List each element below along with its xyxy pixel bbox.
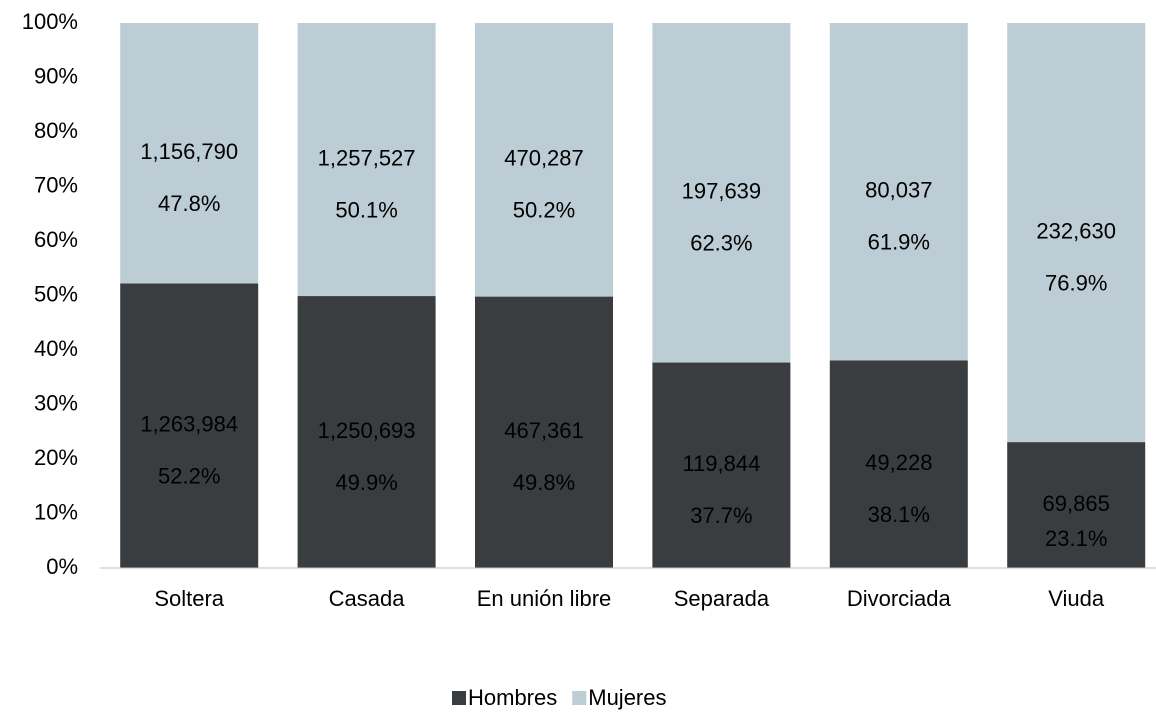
x-tick-label: Viuda (1048, 586, 1105, 611)
data-label: 76.9% (1045, 270, 1107, 295)
count-label: 232,630 (1036, 218, 1116, 243)
count-label: 1,257,527 (318, 145, 416, 170)
data-label: 23.1% (1045, 526, 1107, 551)
count-label: 80,037 (865, 177, 932, 202)
count-label: 1,263,984 (140, 412, 238, 437)
y-tick-label: 100% (22, 9, 78, 34)
bar-segment (297, 296, 436, 568)
data-label: 61.9% (868, 229, 930, 254)
data-label: 52.2% (158, 464, 220, 489)
x-tick-label: En unión libre (477, 586, 612, 611)
count-label: 119,844 (682, 451, 760, 476)
y-tick-label: 50% (34, 281, 78, 306)
y-tick-label: 70% (34, 172, 78, 197)
bar-segment (1007, 23, 1146, 443)
data-label: 49.8% (513, 470, 575, 495)
y-tick-label: 10% (34, 499, 78, 524)
x-tick-label: Divorciada (847, 586, 952, 611)
count-label: 69,865 (1043, 491, 1110, 516)
y-tick-label: 20% (34, 445, 78, 470)
bar-segment (475, 296, 613, 568)
count-label: 1,250,693 (318, 418, 416, 443)
y-tick-label: 90% (34, 63, 78, 88)
data-label: 49.9% (335, 470, 397, 495)
data-label: 37.7% (690, 503, 752, 528)
bar-segment (652, 362, 791, 568)
data-label: 62.3% (690, 231, 752, 256)
legend-label: Hombres (468, 685, 557, 710)
count-label: 470,287 (504, 146, 584, 171)
bar-segment (297, 23, 436, 297)
count-label: 49,228 (865, 450, 932, 475)
bar-segment (652, 23, 791, 363)
data-label: 47.8% (158, 191, 220, 216)
bar-segment (120, 283, 259, 568)
bar-segment (120, 23, 259, 284)
legend-swatch (572, 691, 587, 705)
x-tick-label: Separada (674, 586, 770, 611)
legend-label: Mujeres (588, 685, 666, 710)
data-label: 50.2% (513, 198, 575, 223)
data-label: 50.1% (335, 197, 397, 222)
y-tick-label: 0% (46, 554, 78, 579)
data-label: 38.1% (868, 502, 930, 527)
count-label: 467,361 (504, 418, 584, 443)
bar-segment (829, 23, 968, 361)
bar-segment (829, 360, 968, 568)
legend-swatch (452, 691, 466, 705)
count-label: 1,156,790 (140, 139, 238, 164)
x-tick-label: Casada (329, 586, 406, 611)
y-tick-label: 40% (34, 336, 78, 361)
y-tick-label: 60% (34, 227, 78, 252)
bar-segment (1007, 442, 1146, 568)
y-tick-label: 30% (34, 390, 78, 415)
x-tick-label: Soltera (154, 586, 224, 611)
count-label: 197,639 (682, 179, 762, 204)
y-tick-label: 80% (34, 118, 78, 143)
bar-segment (475, 23, 613, 297)
